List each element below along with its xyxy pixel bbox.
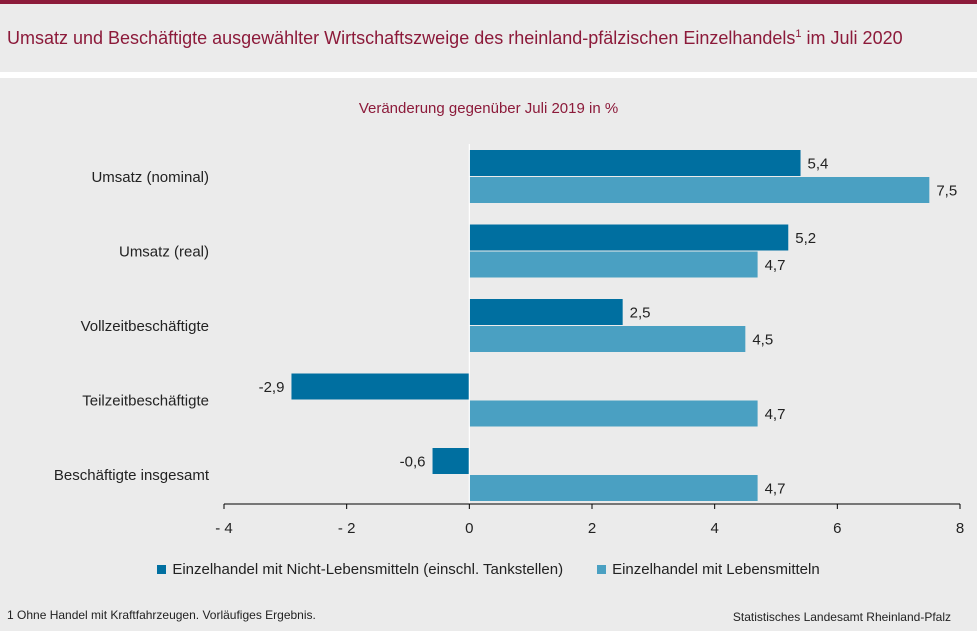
x-tick-label: 8 <box>956 520 964 537</box>
bar-series-2 <box>469 177 930 203</box>
data-label: 7,5 <box>936 183 957 200</box>
data-label: 5,4 <box>808 156 829 173</box>
data-label: 4,7 <box>765 481 786 498</box>
bar-series-2 <box>469 400 758 427</box>
title-footnote-mark: 1 <box>795 28 802 40</box>
chart-title: Umsatz und Beschäftigte ausgewählter Wir… <box>7 28 903 49</box>
category-label: Beschäftigte insgesamt <box>54 467 210 484</box>
bar-series-2 <box>469 475 758 501</box>
title-text: Umsatz und Beschäftigte ausgewählter Wir… <box>7 28 796 48</box>
x-tick-label: 2 <box>588 520 596 537</box>
legend: Einzelhandel mit Nicht-Lebensmitteln (ei… <box>0 561 977 578</box>
data-label: 2,5 <box>630 305 651 322</box>
legend-label-series-1: Einzelhandel mit Nicht-Lebensmitteln (ei… <box>172 561 564 578</box>
category-label: Umsatz (real) <box>119 244 209 261</box>
x-tick-label: 0 <box>465 520 473 537</box>
bar-series-2 <box>469 251 758 278</box>
bar-series-1 <box>291 373 470 400</box>
x-tick-label: 4 <box>710 520 718 537</box>
legend-item-series-2: Einzelhandel mit Lebensmitteln <box>597 561 820 578</box>
bar-series-1 <box>432 448 470 474</box>
header-separator <box>0 72 977 78</box>
bar-series-2 <box>469 326 746 352</box>
header: Umsatz und Beschäftigte ausgewählter Wir… <box>0 4 977 72</box>
data-label: 4,7 <box>765 406 786 423</box>
data-label: 4,5 <box>752 332 773 349</box>
title-suffix: im Juli 2020 <box>801 28 903 48</box>
x-tick-label: 6 <box>833 520 841 537</box>
source: Statistisches Landesamt Rheinland-Pfalz <box>732 610 951 624</box>
legend-swatch-series-1 <box>157 565 167 574</box>
data-label: -0,6 <box>400 454 426 471</box>
bar-series-1 <box>469 150 801 176</box>
bar-series-1 <box>469 299 623 325</box>
legend-item-series-1: Einzelhandel mit Nicht-Lebensmitteln (ei… <box>157 561 563 578</box>
category-label: Teilzeitbeschäftigte <box>82 393 209 410</box>
chart-subtitle: Veränderung gegenüber Juli 2019 in % <box>358 100 619 117</box>
data-label: 5,2 <box>795 230 816 247</box>
category-label: Vollzeitbeschäftigte <box>81 318 209 335</box>
x-tick-label: - 2 <box>338 520 356 537</box>
legend-swatch-series-2 <box>597 565 607 574</box>
x-tick-label: - 4 <box>215 520 233 537</box>
category-label: Umsatz (nominal) <box>91 169 209 186</box>
top-rule <box>0 0 977 4</box>
data-label: -2,9 <box>259 379 285 396</box>
legend-label-series-2: Einzelhandel mit Lebensmitteln <box>612 561 820 578</box>
data-label: 4,7 <box>765 257 786 274</box>
footnote: 1 Ohne Handel mit Kraftfahrzeugen. Vorlä… <box>7 608 316 622</box>
bar-series-1 <box>469 224 789 251</box>
